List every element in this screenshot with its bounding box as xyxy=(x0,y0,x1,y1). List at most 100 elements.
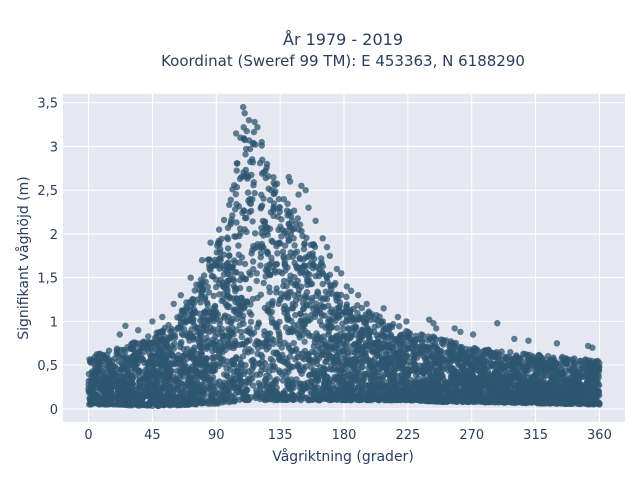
data-point xyxy=(317,334,323,340)
data-point xyxy=(158,356,164,362)
data-point xyxy=(243,146,249,152)
data-point xyxy=(209,340,215,346)
data-point xyxy=(210,305,216,311)
data-point xyxy=(395,382,401,388)
data-point xyxy=(301,240,307,246)
data-point xyxy=(354,310,360,316)
data-point xyxy=(165,402,171,408)
data-point xyxy=(191,323,197,329)
data-point xyxy=(203,279,209,285)
data-point xyxy=(235,242,241,248)
data-point xyxy=(153,347,159,353)
data-point xyxy=(250,296,256,302)
data-point xyxy=(297,381,303,387)
data-point xyxy=(210,328,216,334)
data-point xyxy=(88,401,94,407)
data-point xyxy=(234,167,240,173)
data-point xyxy=(559,372,565,378)
data-point xyxy=(175,325,181,331)
data-point xyxy=(185,384,191,390)
data-point xyxy=(221,314,227,320)
data-point xyxy=(399,366,405,372)
data-point xyxy=(518,362,524,368)
data-point xyxy=(239,317,245,323)
data-point xyxy=(514,369,520,375)
data-point xyxy=(587,371,593,377)
data-point xyxy=(258,204,264,210)
data-point xyxy=(405,372,411,378)
data-point xyxy=(475,379,481,385)
data-point xyxy=(394,339,400,345)
data-point xyxy=(276,301,282,307)
data-point xyxy=(159,346,165,352)
data-point xyxy=(366,308,372,314)
data-point xyxy=(233,354,239,360)
data-point xyxy=(233,234,239,240)
data-point xyxy=(336,391,342,397)
data-point xyxy=(184,368,190,374)
data-point xyxy=(224,234,230,240)
data-point xyxy=(321,312,327,318)
data-point xyxy=(126,383,132,389)
data-point xyxy=(119,373,125,379)
data-point xyxy=(203,356,209,362)
data-point xyxy=(158,396,164,402)
data-point xyxy=(323,273,329,279)
data-point xyxy=(455,398,461,404)
data-point xyxy=(180,374,186,380)
data-point xyxy=(333,335,339,341)
data-point xyxy=(313,264,319,270)
data-point xyxy=(245,189,251,195)
data-point xyxy=(295,215,301,221)
data-point xyxy=(403,350,409,356)
data-point xyxy=(533,357,539,363)
data-point xyxy=(289,305,295,311)
data-point xyxy=(282,262,288,268)
data-point xyxy=(189,296,195,302)
data-point xyxy=(558,380,564,386)
data-point xyxy=(347,343,353,349)
data-point xyxy=(249,196,255,202)
data-point xyxy=(498,348,504,354)
data-point xyxy=(547,373,553,379)
data-point xyxy=(423,348,429,354)
data-point xyxy=(236,311,242,317)
data-point xyxy=(248,348,254,354)
data-point xyxy=(153,356,159,362)
data-point xyxy=(349,316,355,322)
data-point xyxy=(265,173,271,179)
data-point xyxy=(220,283,226,289)
data-point xyxy=(318,349,324,355)
data-point xyxy=(411,356,417,362)
data-point xyxy=(270,239,276,245)
data-point xyxy=(276,331,282,337)
data-point xyxy=(269,319,275,325)
data-point xyxy=(183,309,189,315)
data-point xyxy=(262,366,268,372)
data-point xyxy=(540,371,546,377)
data-point xyxy=(348,333,354,339)
data-point xyxy=(190,347,196,353)
data-point xyxy=(343,294,349,300)
data-point xyxy=(112,364,118,370)
data-point xyxy=(258,352,264,358)
data-point xyxy=(354,352,360,358)
data-point xyxy=(241,207,247,213)
data-point xyxy=(580,365,586,371)
data-point xyxy=(575,397,581,403)
data-point xyxy=(178,339,184,345)
data-point xyxy=(227,295,233,301)
data-point xyxy=(277,223,283,229)
data-point xyxy=(243,215,249,221)
data-point xyxy=(343,317,349,323)
data-point xyxy=(308,312,314,318)
data-point xyxy=(249,366,255,372)
data-point xyxy=(359,305,365,311)
data-point xyxy=(170,352,176,358)
data-point xyxy=(439,340,445,346)
data-point xyxy=(213,277,219,283)
data-point xyxy=(289,217,295,223)
data-point xyxy=(322,342,328,348)
data-point xyxy=(263,267,269,273)
data-point xyxy=(256,321,262,327)
